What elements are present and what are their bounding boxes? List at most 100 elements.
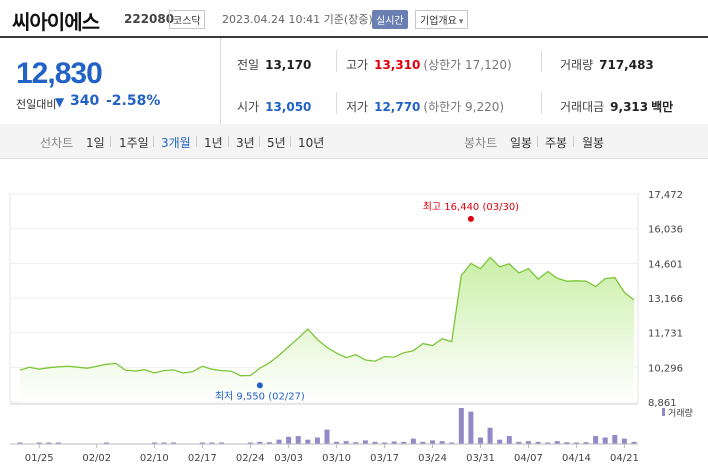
volume-bar <box>382 442 388 444</box>
open-label: 시가 <box>237 100 260 114</box>
y-tick-label: 14,601 <box>648 259 683 270</box>
volume-legend: 거래량 <box>668 407 693 419</box>
volume-bar <box>420 441 426 444</box>
tab-candle-daily[interactable]: 일봉 <box>510 136 533 150</box>
volume-bar <box>171 442 176 444</box>
volume-bar <box>439 441 445 444</box>
quote-datetime: 2023.04.24 10:41 기준(장중) <box>222 13 373 26</box>
volume-bar <box>468 411 474 444</box>
min-label: 최저 9,550 (02/27) <box>215 390 305 402</box>
change-percent: -2.58% <box>106 93 161 109</box>
volume-bar <box>487 427 493 444</box>
volume-bar <box>516 441 522 444</box>
volume-bar <box>161 442 167 444</box>
divider <box>541 50 542 72</box>
volume-bar <box>247 442 253 444</box>
volume-bar <box>583 442 589 444</box>
stock-name: 씨아이에스 <box>12 10 100 34</box>
line-chart-label: 선차트 <box>40 136 74 150</box>
volume-legend-swatch <box>662 408 665 416</box>
amount-label: 거래대금 <box>560 100 605 114</box>
max-label: 최고 16,440 (03/30) <box>423 201 519 213</box>
x-tick-label: 03/31 <box>466 453 495 464</box>
prev-label: 전일 <box>237 58 260 72</box>
y-tick-label: 13,166 <box>648 294 683 305</box>
min-marker <box>256 382 263 389</box>
open-price: 시가 13,050 <box>237 98 311 115</box>
y-tick-label: 11,731 <box>648 329 683 340</box>
volume: 거래량 717,483 <box>560 56 654 73</box>
volume-bar <box>17 442 23 444</box>
volume-bar <box>593 436 599 444</box>
tab-divider <box>573 136 574 147</box>
current-price: 12,830 <box>16 57 103 90</box>
x-tick-label: 02/02 <box>82 453 111 464</box>
tab-period-5y[interactable]: 5년 <box>267 136 286 150</box>
volume-bar <box>218 442 224 444</box>
upper-limit: (상한가 17,120) <box>423 58 512 72</box>
price-summary: 12,830 전일대비 ▼ 340 -2.58% 전일 13,170 고가 13,3… <box>0 36 708 127</box>
volume-bar <box>103 442 109 444</box>
low-label: 저가 <box>346 100 369 114</box>
tab-period-10y[interactable]: 10년 <box>298 136 325 150</box>
volume-bar <box>257 441 263 444</box>
volume-bar <box>506 436 512 444</box>
tab-candle-monthly[interactable]: 월봉 <box>582 136 605 150</box>
volume-bar <box>343 441 349 444</box>
low-price: 저가 12,770 (하한가 9,220) <box>346 98 504 115</box>
tab-period-1y[interactable]: 1년 <box>204 136 223 150</box>
company-overview-dropdown[interactable]: 기업개요 ▾ <box>415 10 469 29</box>
y-tick-label: 10,296 <box>648 363 683 374</box>
volume-bar <box>410 438 416 444</box>
high-label: 고가 <box>346 58 369 72</box>
volume-bar <box>55 442 61 444</box>
stock-code: 222080 <box>124 12 175 26</box>
prev-close: 전일 13,170 <box>237 56 311 73</box>
volume-bar <box>430 440 436 444</box>
x-tick-label: 04/14 <box>562 453 591 464</box>
volume-bar <box>305 439 311 444</box>
volume-bar <box>391 441 397 444</box>
change-label: 전일대비 <box>16 98 57 111</box>
low-value: 12,770 <box>374 100 421 114</box>
change-value: 340 <box>70 93 100 109</box>
x-tick-label: 03/24 <box>418 453 447 464</box>
volume-bar <box>401 441 407 444</box>
y-tick-label: 17,472 <box>648 190 683 201</box>
volume-bar <box>449 442 455 444</box>
amount-value: 9,313 <box>610 100 649 114</box>
divider <box>336 92 337 114</box>
volume-bar <box>631 441 637 444</box>
tab-period-1w[interactable]: 1주일 <box>119 136 149 150</box>
tab-period-3y[interactable]: 3년 <box>236 136 255 150</box>
header: 씨아이에스 222080 코스닥 2023.04.24 10:41 기준(장중)… <box>0 0 708 36</box>
volume-bar <box>497 439 503 444</box>
realtime-button[interactable]: 실시간 <box>372 10 408 29</box>
volume-bar <box>545 442 551 444</box>
chart-tabs: 선차트 1일 1주일 3개월 1년 3년 5년 10년 봉차트 일봉 주봉 월봉 <box>0 124 708 159</box>
volume-bar <box>295 436 301 444</box>
market-badge: 코스닥 <box>169 10 205 29</box>
divider <box>336 50 337 72</box>
down-arrow-icon: ▼ <box>55 95 65 109</box>
volume-bar <box>372 441 378 444</box>
tab-candle-weekly[interactable]: 주봉 <box>545 136 568 150</box>
tab-period-1d[interactable]: 1일 <box>86 136 105 150</box>
x-tick-label: 03/03 <box>274 453 303 464</box>
volume-bar <box>602 437 608 444</box>
trade-amount: 거래대금 9,313 백만 <box>560 98 673 115</box>
tab-divider <box>259 136 260 147</box>
high-price: 고가 13,310 (상한가 17,120) <box>346 56 512 73</box>
volume-bar <box>621 438 627 444</box>
volume-bar <box>324 429 330 444</box>
tab-divider <box>153 136 154 147</box>
volume-bar <box>525 441 531 444</box>
price-line <box>19 256 635 377</box>
volume-bar <box>612 435 618 444</box>
volume-bar <box>286 436 292 444</box>
tab-period-3m[interactable]: 3개월 <box>161 136 191 150</box>
tab-divider <box>228 136 229 147</box>
x-tick-label: 02/24 <box>236 453 265 464</box>
tab-divider <box>290 136 291 147</box>
tab-divider <box>196 136 197 147</box>
